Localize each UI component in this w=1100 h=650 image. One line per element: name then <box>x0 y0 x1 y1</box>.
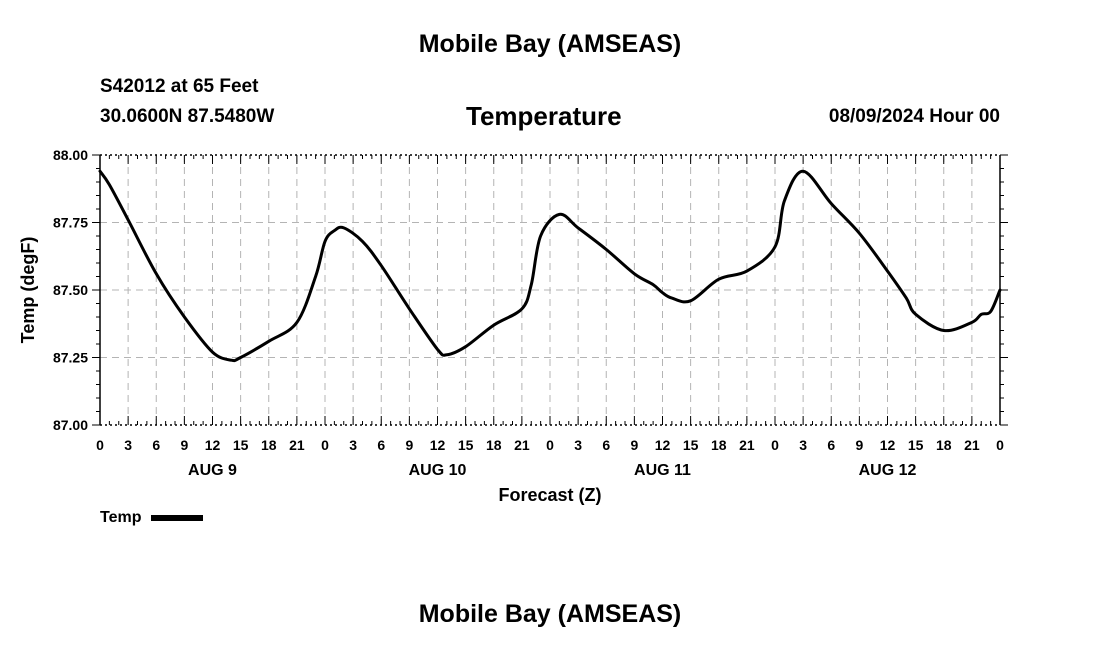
y-tick-label: 87.50 <box>53 282 88 298</box>
y-tick-label: 87.75 <box>53 215 88 231</box>
x-tick-label: 15 <box>683 437 699 453</box>
x-tick-label: 18 <box>261 437 277 453</box>
x-tick-label: 15 <box>908 437 924 453</box>
legend-label: Temp <box>100 509 142 526</box>
x-day-label: AUG 10 <box>409 462 467 479</box>
series-line-temp <box>98 169 1002 363</box>
x-day-label: AUG 9 <box>188 462 237 479</box>
x-tick-label: 0 <box>996 437 1004 453</box>
x-tick-label: 21 <box>514 437 530 453</box>
chart-title: Temperature <box>466 101 622 131</box>
x-tick-label: 0 <box>321 437 329 453</box>
top-title: Mobile Bay (AMSEAS) <box>418 30 682 58</box>
x-tick-label: 0 <box>96 437 104 453</box>
y-tick-label: 87.25 <box>53 350 88 366</box>
x-tick-label: 3 <box>799 437 807 453</box>
x-tick-label: 0 <box>546 437 554 453</box>
x-tick-label: 6 <box>377 437 385 453</box>
x-tick-label: 0 <box>771 437 779 453</box>
x-tick-label: 6 <box>827 437 835 453</box>
legend: Temp <box>100 509 204 527</box>
x-axis-label: Forecast (Z) <box>498 485 601 505</box>
x-tick-label: 15 <box>233 437 249 453</box>
bottom-title: Mobile Bay (AMSEAS) <box>418 600 682 628</box>
x-tick-label: 6 <box>152 437 160 453</box>
x-tick-label: 3 <box>349 437 357 453</box>
x-tick-label: 18 <box>711 437 727 453</box>
legend-swatch <box>151 515 204 521</box>
x-tick-label: 9 <box>855 437 863 453</box>
x-tick-label: 12 <box>205 437 221 453</box>
x-tick-label: 21 <box>964 437 980 453</box>
x-tick-label: 18 <box>486 437 502 453</box>
x-tick-label: 3 <box>124 437 132 453</box>
y-tick-label: 88.00 <box>53 147 88 163</box>
y-tick-label: 87.00 <box>53 417 88 433</box>
coordinates-label: 30.0600N 87.5480W <box>100 106 275 127</box>
x-tick-label: 9 <box>630 437 638 453</box>
station-label: S42012 at 65 Feet <box>100 76 259 97</box>
x-day-label: AUG 12 <box>859 462 917 479</box>
x-tick-label: 18 <box>936 437 952 453</box>
x-tick-label: 21 <box>289 437 305 453</box>
x-tick-label: 9 <box>405 437 413 453</box>
x-tick-label: 15 <box>458 437 474 453</box>
x-tick-label: 12 <box>430 437 446 453</box>
x-tick-label: 9 <box>180 437 188 453</box>
x-day-label: AUG 11 <box>634 462 691 479</box>
x-tick-label: 12 <box>880 437 896 453</box>
x-tick-label: 21 <box>739 437 755 453</box>
x-tick-label: 12 <box>655 437 671 453</box>
forecast-time-label: 08/09/2024 Hour 00 <box>828 106 1000 127</box>
x-tick-label: 3 <box>574 437 582 453</box>
x-tick-label: 6 <box>602 437 610 453</box>
y-axis-label: Temp (degF) <box>18 237 38 344</box>
